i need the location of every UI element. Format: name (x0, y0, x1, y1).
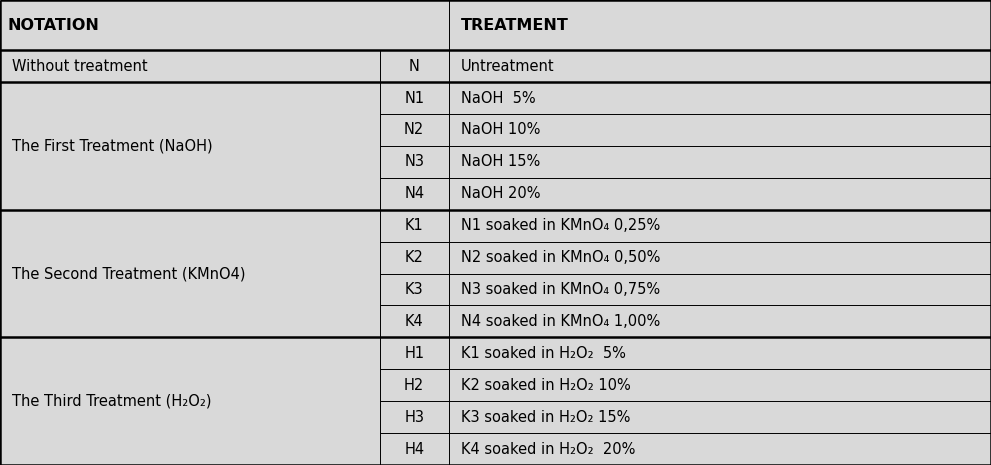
Text: H3: H3 (404, 410, 424, 425)
Text: The Third Treatment (H₂O₂): The Third Treatment (H₂O₂) (12, 394, 211, 409)
Text: N3 soaked in KMnO₄ 0,75%: N3 soaked in KMnO₄ 0,75% (461, 282, 660, 297)
Text: K4 soaked in H₂O₂  20%: K4 soaked in H₂O₂ 20% (461, 442, 635, 457)
Text: NOTATION: NOTATION (8, 18, 100, 33)
Text: TREATMENT: TREATMENT (461, 18, 569, 33)
Text: K3 soaked in H₂O₂ 15%: K3 soaked in H₂O₂ 15% (461, 410, 630, 425)
Text: K1 soaked in H₂O₂  5%: K1 soaked in H₂O₂ 5% (461, 346, 625, 361)
Text: K2 soaked in H₂O₂ 10%: K2 soaked in H₂O₂ 10% (461, 378, 630, 393)
Text: N2 soaked in KMnO₄ 0,50%: N2 soaked in KMnO₄ 0,50% (461, 250, 660, 265)
Text: N2: N2 (404, 122, 424, 138)
Text: N4 soaked in KMnO₄ 1,00%: N4 soaked in KMnO₄ 1,00% (461, 314, 660, 329)
Text: NaOH  5%: NaOH 5% (461, 91, 535, 106)
Text: K1: K1 (405, 218, 423, 233)
Text: Without treatment: Without treatment (12, 59, 148, 73)
Text: N3: N3 (404, 154, 424, 169)
Text: NaOH 10%: NaOH 10% (461, 122, 540, 138)
Text: K3: K3 (405, 282, 423, 297)
Text: N1 soaked in KMnO₄ 0,25%: N1 soaked in KMnO₄ 0,25% (461, 218, 660, 233)
Text: Untreatment: Untreatment (461, 59, 554, 73)
Text: The Second Treatment (KMnO4): The Second Treatment (KMnO4) (12, 266, 246, 281)
Text: N: N (409, 59, 419, 73)
Text: N1: N1 (404, 91, 424, 106)
Text: The First Treatment (NaOH): The First Treatment (NaOH) (12, 139, 212, 153)
Text: NaOH 20%: NaOH 20% (461, 186, 540, 201)
Text: K2: K2 (404, 250, 424, 265)
Text: H4: H4 (404, 442, 424, 457)
Text: H1: H1 (404, 346, 424, 361)
Text: N4: N4 (404, 186, 424, 201)
Text: NaOH 15%: NaOH 15% (461, 154, 540, 169)
Text: K4: K4 (405, 314, 423, 329)
Text: H2: H2 (404, 378, 424, 393)
